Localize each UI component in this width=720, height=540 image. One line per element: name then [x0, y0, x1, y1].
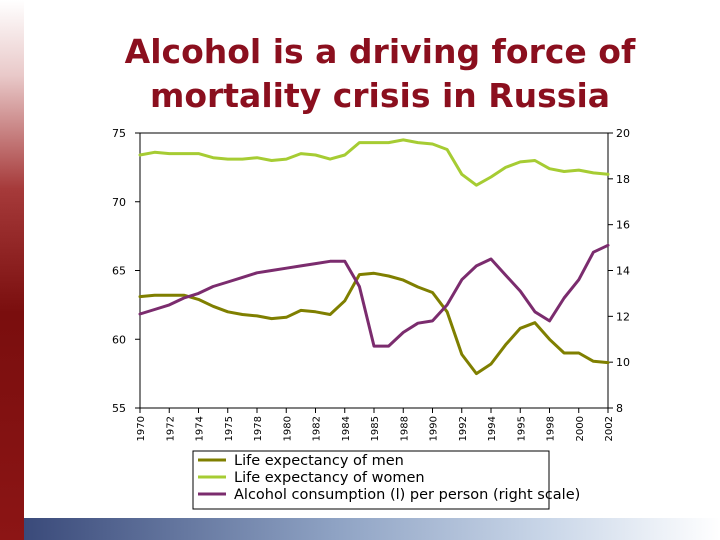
series-line-men — [138, 271, 610, 376]
y-tick-label-left: 55 — [112, 402, 126, 415]
x-tick-label: 1978 — [253, 416, 264, 441]
x-tick-label: 1980 — [282, 416, 293, 441]
x-tick-label: 1995 — [516, 416, 527, 441]
y-tick-label-right: 8 — [616, 402, 623, 415]
y-tick-label-right: 10 — [616, 356, 630, 369]
series-line-women — [138, 138, 610, 187]
slide-title-line-1: Alcohol is a driving force of — [124, 32, 636, 71]
x-tick-label: 2000 — [575, 416, 586, 441]
x-tick-label: 1984 — [341, 416, 352, 441]
x-tick-label: 1972 — [165, 416, 176, 441]
y-tick-label-right: 14 — [616, 265, 630, 278]
x-tick-label: 1988 — [399, 416, 410, 441]
x-tick-label: 1990 — [429, 416, 440, 441]
x-tick-label: 1994 — [487, 416, 498, 441]
x-tick-label: 1982 — [312, 416, 323, 441]
series-line-alcohol — [138, 243, 610, 348]
bottom-decoration-bar — [24, 518, 720, 540]
x-tick-label: 2002 — [604, 416, 615, 441]
legend-box — [192, 450, 550, 510]
y-tick-label-right: 20 — [616, 127, 630, 140]
y-tick-label-left: 75 — [112, 127, 126, 140]
y-tick-label-left: 60 — [112, 333, 126, 346]
x-tick-label: 1998 — [546, 416, 557, 441]
x-tick-label: 1992 — [458, 416, 469, 441]
legend-label-men: Life expectancy of men — [234, 453, 404, 469]
legend-label-women: Life expectancy of women — [234, 470, 425, 486]
x-tick-label: 1970 — [136, 416, 147, 441]
x-tick-label: 1974 — [195, 416, 206, 441]
y-tick-label-right: 12 — [616, 310, 630, 323]
x-tick-label: 1975 — [224, 416, 235, 441]
plot-area — [139, 132, 609, 409]
left-decoration-bar — [0, 0, 24, 540]
x-tick-label: 1985 — [370, 416, 381, 441]
slide-title: Alcohol is a driving force of mortality … — [60, 30, 700, 118]
y-tick-label-left: 70 — [112, 196, 126, 209]
y-tick-label-right: 18 — [616, 173, 630, 186]
legend-label-alcohol: Alcohol consumption (l) per person (righ… — [234, 487, 580, 503]
slide-title-line-2: mortality crisis in Russia — [149, 76, 611, 115]
chart-legend: Life expectancy of men Life expectancy o… — [192, 450, 580, 510]
y-tick-label-right: 16 — [616, 219, 630, 232]
y-tick-label-left: 65 — [112, 265, 126, 278]
